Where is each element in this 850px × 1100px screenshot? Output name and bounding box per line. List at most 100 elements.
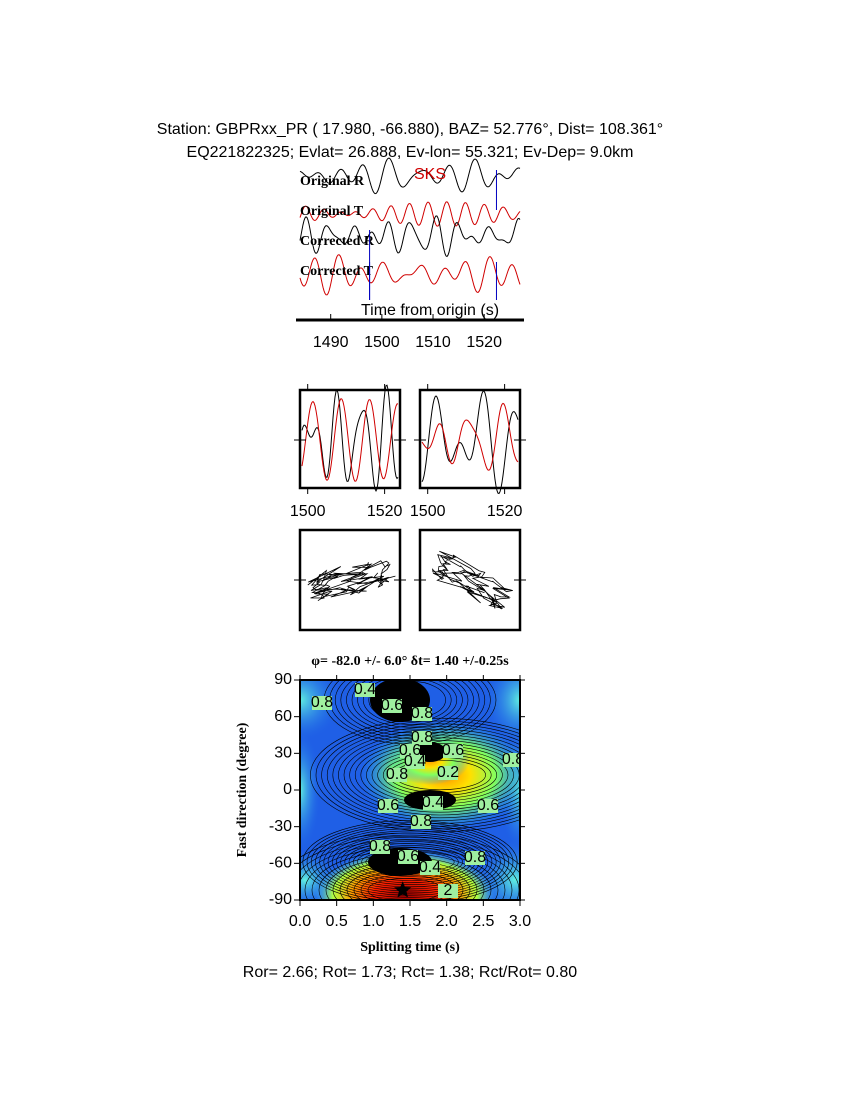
contour-line: [302, 820, 518, 900]
contour-label-bg: [405, 755, 425, 769]
header-line: EQ221822325; Evlat= 26.888, Ev-lon= 55.3…: [187, 144, 634, 161]
contour-line: [323, 830, 497, 894]
contour-line: [346, 867, 464, 900]
contour-label-bg: [378, 799, 398, 813]
contour-line: [357, 680, 463, 728]
contour-line: [362, 680, 458, 725]
contour-label: 0.2: [437, 764, 459, 781]
contour-label-bg: [412, 731, 432, 745]
contour-label: 0.8: [386, 766, 408, 783]
trace-label: Corrected R: [300, 234, 375, 249]
contour-label-bg: [412, 707, 432, 721]
x-tick-label: 1500: [290, 503, 326, 520]
contour-line: [315, 826, 505, 898]
contour-line: [374, 680, 446, 720]
x-tick-label: 0.0: [289, 913, 311, 930]
trace: [301, 384, 399, 493]
contour-label: 0.4: [419, 859, 441, 876]
x-tick-label: 1520: [466, 334, 502, 351]
contour-label: 0.6: [442, 742, 464, 759]
trace-label: Corrected T: [300, 264, 374, 279]
trace: [299, 201, 521, 227]
panel-frame: [418, 388, 522, 490]
trace: [299, 254, 521, 296]
contour-label: 0.8: [464, 849, 486, 866]
contour-line: [326, 726, 520, 824]
trace-label: Original T: [300, 204, 364, 219]
trace: [421, 390, 519, 495]
contour-line: [327, 832, 493, 892]
footer: Ror= 2.66; Rot= 1.73; Rct= 1.38; Rct/Rot…: [243, 964, 578, 981]
y-tick-label: -60: [269, 855, 292, 872]
contour-line: [340, 680, 480, 736]
x-tick-label: 1500: [364, 334, 400, 351]
contour-line: [343, 734, 520, 816]
contour-label-bg: [438, 884, 458, 898]
contour-label-bg: [478, 799, 498, 813]
contour-label-bg: [420, 861, 440, 875]
contour-label: 0.6: [477, 797, 499, 814]
x-tick-label: 0.5: [326, 913, 348, 930]
x-tick-label: 1510: [415, 334, 451, 351]
contour-label-bg: [443, 744, 463, 758]
y-tick-label: 30: [274, 745, 292, 762]
contour-line: [310, 717, 520, 833]
contour-label-bg: [355, 683, 375, 697]
x-tick-label: 1500: [410, 503, 446, 520]
contour-label-bg: [423, 796, 443, 810]
trace-label: Original R: [300, 174, 365, 189]
contour-label-bg: [312, 696, 332, 710]
contour-line: [300, 836, 520, 874]
contour-line: [338, 731, 520, 819]
trace: [299, 157, 521, 195]
particle-motion: [432, 550, 513, 610]
contour-label: 0.4: [422, 794, 444, 811]
contour-line: [306, 822, 514, 900]
contour-label: 0.8: [369, 838, 391, 855]
contour-line: [315, 720, 520, 830]
y-tick-label: 60: [274, 708, 292, 725]
contour-label-bg: [400, 744, 420, 758]
contour-label: 0.6: [381, 697, 403, 714]
x-tick-label: 2.0: [436, 913, 458, 930]
contour-line: [339, 864, 471, 900]
contour-field: 0.40.6 0.80.80.80.6 0.60.40.20.80.6 0.4 0.60…: [300, 680, 524, 900]
x-tick-label: 2.5: [472, 913, 494, 930]
contour-line: [304, 846, 506, 900]
contour-line: [332, 729, 520, 821]
contour-label: 0.6: [399, 742, 421, 759]
contour-label-bg: [438, 766, 458, 780]
contour-line: [331, 834, 489, 890]
contour-label: 0.4: [404, 753, 426, 770]
field-blob: [485, 680, 520, 745]
contour-line: [319, 828, 501, 896]
contour-label: 0.8: [411, 729, 433, 746]
x-tick-label: 1490: [313, 334, 349, 351]
contour-label: 0.8: [502, 751, 524, 768]
contour-label-bg: [465, 851, 485, 865]
plot-title: φ= -82.0 +/- 6.0° δt= 1.40 +/-0.25s: [311, 654, 509, 669]
contour-label-bg: [411, 815, 431, 829]
particle-motion: [307, 560, 396, 602]
contour-line: [368, 680, 452, 722]
contour-label-bg: [398, 850, 418, 864]
contour-line: [357, 847, 463, 877]
contour-line: [361, 849, 459, 875]
y-axis-label: Fast direction (degree): [235, 722, 250, 857]
trace: [299, 215, 521, 258]
header-line: Station: GBPRxx_PR ( 17.980, -66.880), B…: [157, 121, 663, 138]
y-tick-label: -90: [269, 891, 292, 908]
contour-label: 0.8: [311, 694, 333, 711]
contour-label: 0.8: [410, 813, 432, 830]
y-tick-label: -30: [269, 818, 292, 835]
x-tick-label: 1520: [367, 503, 403, 520]
contour-label-bg: [382, 699, 402, 713]
contour-label-bg: [370, 840, 390, 854]
x-tick-label: 1.5: [399, 913, 421, 930]
y-tick-label: 90: [274, 671, 292, 688]
contour-line: [334, 680, 486, 739]
panel-frame: [298, 388, 402, 490]
trace: [421, 402, 519, 471]
contour-line: [349, 737, 520, 813]
